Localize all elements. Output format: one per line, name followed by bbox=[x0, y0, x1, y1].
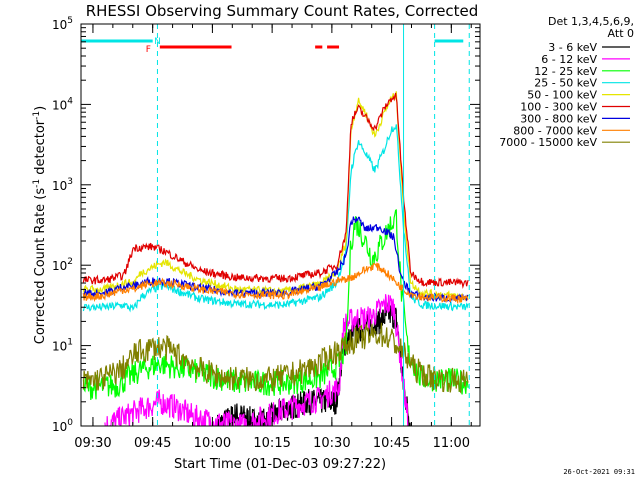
series-line-5 bbox=[82, 92, 469, 290]
y-axis: 100 101 102 103 104 105 bbox=[52, 16, 480, 434]
y-tick-label-5: 105 bbox=[52, 16, 73, 32]
x-tick-label-6: 11:00 bbox=[433, 436, 470, 451]
x-tick-label-5: 10:45 bbox=[373, 436, 410, 451]
generated-timestamp: 26-Oct-2021 09:31 bbox=[563, 468, 635, 476]
series-line-1 bbox=[104, 294, 409, 426]
flag-bar-0-0 bbox=[81, 39, 153, 43]
x-tick-label-0: 09:30 bbox=[74, 436, 111, 451]
y-axis-label: Corrected Count Rate (s-1 detector-1) bbox=[32, 106, 48, 344]
x-tick-label-1: 09:45 bbox=[134, 436, 171, 451]
legend-label-3: 25 - 50 keV bbox=[534, 77, 597, 90]
plot-frame bbox=[80, 23, 481, 427]
legend-label-1: 6 - 12 keV bbox=[541, 53, 597, 66]
flag-label-0: F bbox=[146, 45, 151, 55]
y-tick-label-3: 103 bbox=[52, 177, 73, 193]
legend-label-2: 12 - 25 keV bbox=[534, 65, 597, 78]
flag-bar-0-1 bbox=[434, 39, 464, 43]
legend-label-0: 3 - 6 keV bbox=[548, 41, 597, 54]
legend-label-5: 100 - 300 keV bbox=[520, 101, 597, 114]
flag-bar-1-0 bbox=[159, 45, 232, 49]
legend-header-line2: Att 0 bbox=[608, 27, 634, 40]
flag-bar-1-2 bbox=[327, 45, 340, 49]
y-tick-label-1: 101 bbox=[52, 338, 73, 354]
y-tick-label-2: 102 bbox=[52, 257, 73, 273]
x-tick-label-4: 10:30 bbox=[313, 436, 350, 451]
legend-label-4: 50 - 100 keV bbox=[527, 89, 597, 102]
series-line-8 bbox=[82, 322, 469, 394]
flag-bar-1-1 bbox=[315, 45, 323, 49]
x-axis-label: Start Time (01-Dec-03 09:27:22) bbox=[174, 457, 386, 472]
legend-label-6: 300 - 800 keV bbox=[520, 112, 597, 125]
flag-label-1: N bbox=[154, 37, 161, 47]
y-tick-label-4: 104 bbox=[52, 96, 73, 112]
x-axis: 09:30 09:45 10:00 10:15 10:30 10:45 11:00 bbox=[74, 24, 472, 451]
series-layer bbox=[82, 91, 469, 426]
y-tick-label-0: 100 bbox=[52, 418, 73, 434]
legend-label-7: 800 - 7000 keV bbox=[513, 124, 597, 137]
flag-layer: FN bbox=[81, 24, 470, 426]
x-tick-label-2: 10:00 bbox=[194, 436, 231, 451]
chart-title: RHESSI Observing Summary Count Rates, Co… bbox=[86, 2, 479, 20]
series-line-0 bbox=[216, 302, 411, 426]
legend-header-line1: Det 1,3,4,5,6,9, bbox=[548, 15, 634, 28]
legend-label-8: 7000 - 15000 keV bbox=[499, 136, 597, 149]
x-tick-label-3: 10:15 bbox=[253, 436, 290, 451]
